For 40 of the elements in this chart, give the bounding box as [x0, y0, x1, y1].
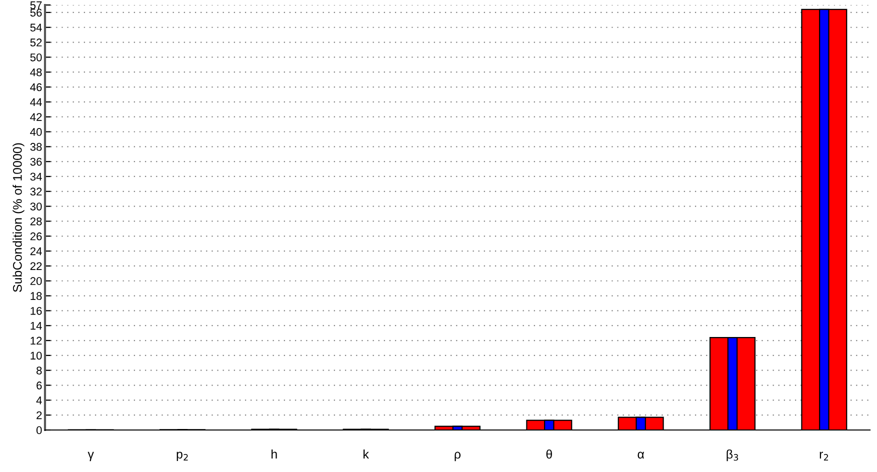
- x-tick-label: p$_{2}$: [176, 452, 188, 462]
- x-tick-label: k: [364, 449, 369, 459]
- y-tick-label: 24: [30, 247, 42, 256]
- y-tick-label: 44: [30, 98, 42, 106]
- x-tick-label: h: [272, 449, 277, 459]
- y-tick-label: 34: [30, 172, 42, 181]
- y-tick-label: 54: [30, 24, 42, 32]
- x-tick-label: θ: [546, 449, 552, 459]
- y-tick-label: 28: [30, 217, 42, 226]
- y-tick-label: 57: [30, 1, 42, 10]
- y-tick-label: 14: [30, 322, 42, 330]
- y-tick-label: 2: [36, 411, 42, 420]
- y-tick-label: 50: [30, 53, 42, 62]
- y-tick-label: 40: [30, 128, 42, 136]
- y-tick-label: 18: [30, 292, 42, 300]
- x-tick-label: γ: [88, 452, 94, 462]
- x-tick-label: α: [638, 452, 644, 459]
- y-tick-label: 12: [30, 336, 42, 345]
- y-tick-label: 6: [36, 382, 42, 390]
- y-tick-label: 26: [30, 232, 42, 240]
- y-tick-label: 42: [30, 113, 42, 121]
- y-tick-label: 36: [30, 158, 42, 166]
- y-tick-label: 32: [30, 188, 42, 196]
- y-tick-label: 30: [30, 202, 42, 210]
- y-tick-label: 22: [30, 262, 42, 270]
- y-tick-label: 38: [30, 142, 42, 151]
- y-tick-label: 46: [30, 83, 42, 92]
- y-tick-label: 48: [30, 68, 42, 76]
- y-axis-title: SubCondition (% of 10000): [12, 143, 24, 292]
- x-tick-label: ρ: [454, 452, 461, 462]
- x-tick-label: β$_{3}$: [726, 449, 738, 462]
- y-tick-label: 4: [36, 396, 42, 404]
- y-tick-label: 10: [30, 352, 42, 360]
- y-tick-label: 20: [30, 277, 42, 286]
- y-tick-label: 16: [30, 306, 42, 315]
- y-tick-label: 8: [36, 366, 42, 374]
- y-tick-label: 0: [36, 426, 42, 434]
- y-tick-label: 52: [30, 38, 42, 46]
- x-tick-label: r$_{2}$: [820, 452, 828, 461]
- y-tick-label: 56: [30, 8, 42, 17]
